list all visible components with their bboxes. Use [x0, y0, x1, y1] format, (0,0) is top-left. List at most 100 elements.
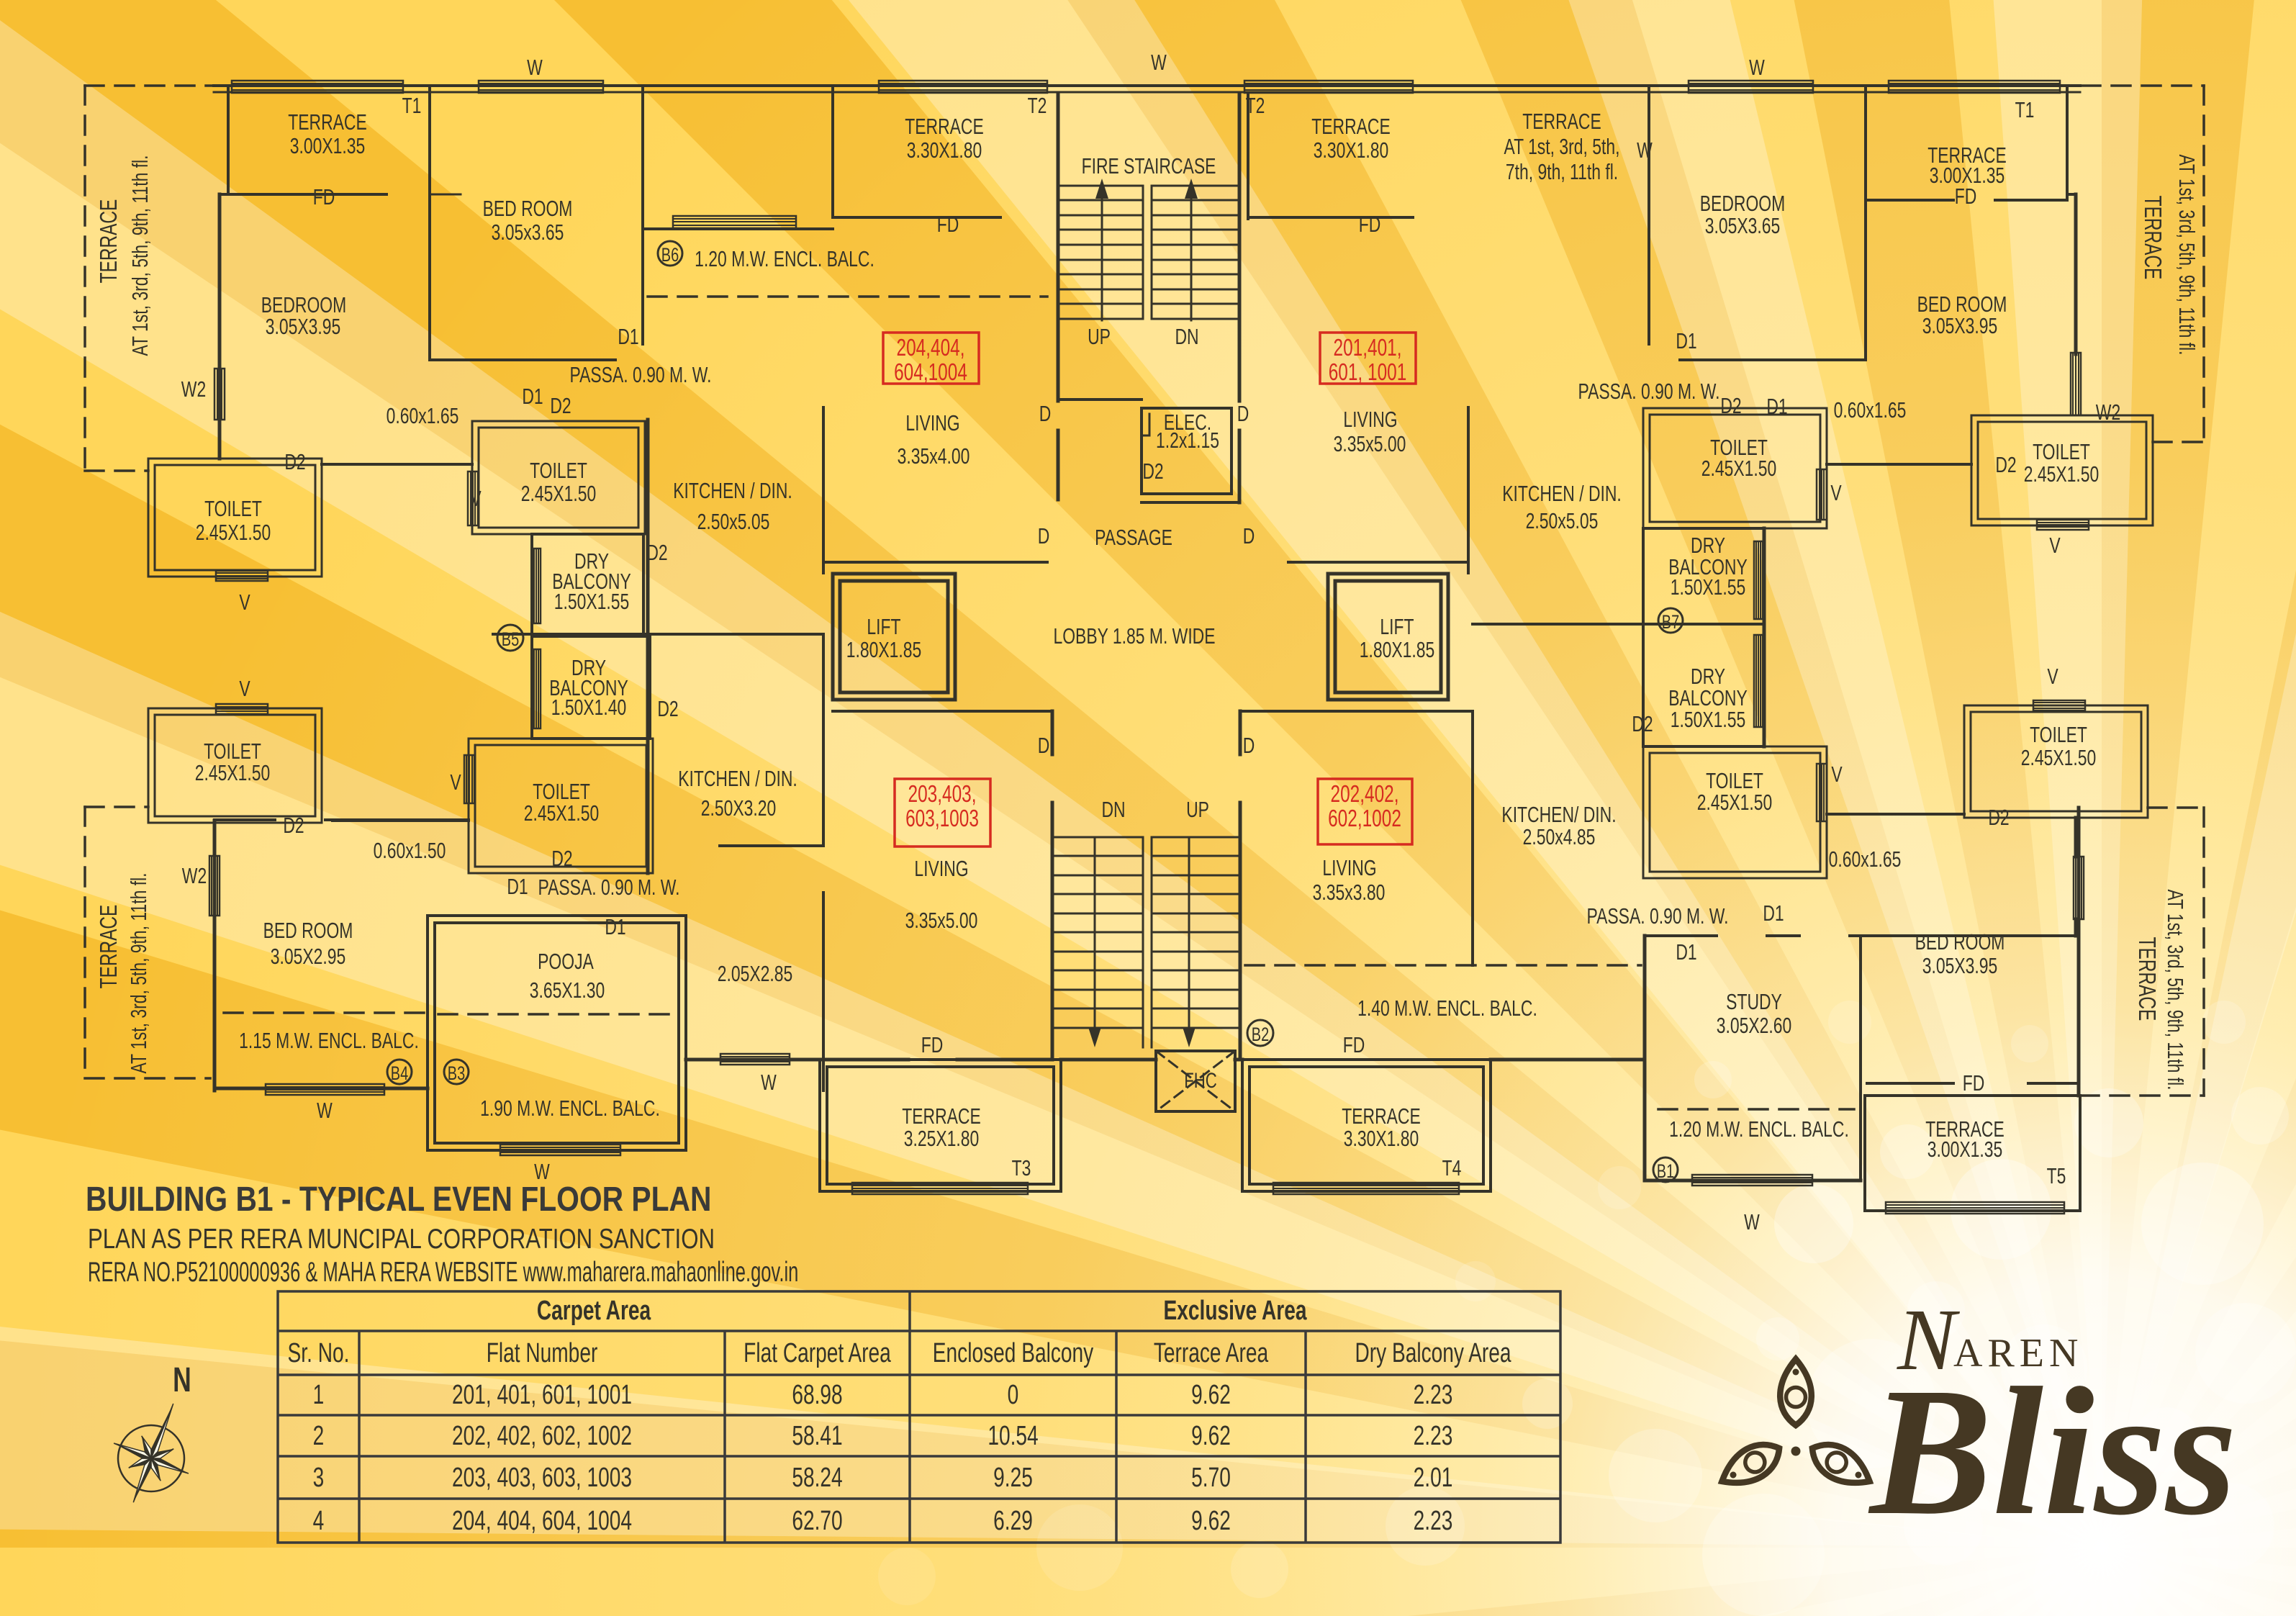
svg-text:AT 1st, 3rd, 5th, 9th, 11th fl: AT 1st, 3rd, 5th, 9th, 11th fl.: [2174, 154, 2200, 355]
svg-text:W: W: [534, 1159, 550, 1184]
svg-text:BALCONY: BALCONY: [1668, 554, 1748, 579]
svg-text:W: W: [1637, 137, 1653, 163]
svg-text:TERRACE: TERRACE: [1522, 109, 1601, 134]
svg-text:1.20 M.W. ENCL. BALC.: 1.20 M.W. ENCL. BALC.: [695, 246, 874, 271]
svg-text:LIVING: LIVING: [905, 410, 959, 435]
svg-text:2.45X1.50: 2.45X1.50: [2021, 745, 2097, 770]
svg-text:D1: D1: [618, 324, 638, 349]
svg-text:D: D: [1243, 733, 1255, 758]
svg-text:1.40 M.W. ENCL. BALC.: 1.40 M.W. ENCL. BALC.: [1357, 996, 1537, 1021]
svg-text:TERRACE: TERRACE: [902, 1103, 981, 1129]
svg-text:LIVING: LIVING: [1343, 407, 1397, 432]
svg-text:2.23: 2.23: [1414, 1506, 1453, 1536]
svg-text:D1: D1: [1676, 939, 1696, 965]
svg-text:9.62: 9.62: [1191, 1421, 1231, 1451]
svg-text:Dry Balcony Area: Dry Balcony Area: [1355, 1338, 1511, 1368]
svg-text:3.25X1.80: 3.25X1.80: [904, 1126, 980, 1151]
svg-text:FD: FD: [1359, 212, 1381, 237]
svg-text:TOILET: TOILET: [2030, 722, 2087, 747]
svg-text:Flat Carpet Area: Flat Carpet Area: [744, 1338, 891, 1368]
svg-text:1: 1: [313, 1380, 325, 1410]
svg-text:2.45X1.50: 2.45X1.50: [2024, 461, 2100, 487]
svg-text:0.60x1.65: 0.60x1.65: [1834, 397, 1907, 423]
svg-text:RERA NO.P52100000936 & MAHA RE: RERA NO.P52100000936 & MAHA RERA WEBSITE…: [88, 1256, 798, 1288]
svg-text:V: V: [239, 676, 250, 701]
svg-text:2: 2: [313, 1421, 325, 1451]
svg-text:T5: T5: [2047, 1163, 2066, 1188]
svg-text:B5: B5: [502, 628, 519, 651]
svg-text:BEDROOM: BEDROOM: [1700, 191, 1785, 216]
svg-text:TERRACE: TERRACE: [2133, 937, 2159, 1021]
svg-text:201, 401, 601, 1001: 201, 401, 601, 1001: [452, 1380, 632, 1410]
svg-text:3.00X1.35: 3.00X1.35: [1930, 163, 2005, 188]
svg-text:FD: FD: [937, 212, 959, 237]
svg-text:DN: DN: [1175, 324, 1198, 349]
svg-text:9.25: 9.25: [993, 1463, 1033, 1493]
svg-text:DRY: DRY: [571, 655, 606, 680]
svg-text:T3: T3: [1012, 1155, 1031, 1181]
svg-text:602,1002: 602,1002: [1328, 806, 1401, 832]
svg-text:D2: D2: [1142, 459, 1163, 484]
svg-text:2.45X1.50: 2.45X1.50: [1697, 790, 1773, 815]
svg-text:Enclosed Balcony: Enclosed Balcony: [933, 1338, 1094, 1368]
svg-text:58.41: 58.41: [792, 1421, 842, 1451]
svg-text:PASSA. 0.90 M. W.: PASSA. 0.90 M. W.: [1586, 903, 1728, 929]
svg-text:TOILET: TOILET: [533, 779, 590, 804]
svg-text:BEDROOM: BEDROOM: [261, 292, 346, 317]
svg-text:BALCONY: BALCONY: [1668, 685, 1748, 710]
svg-text:ELEC.: ELEC.: [1164, 410, 1211, 435]
svg-text:BED ROOM: BED ROOM: [483, 196, 573, 221]
svg-text:AT 1st, 3rd, 5th, 9th, 11th fl: AT 1st, 3rd, 5th, 9th, 11th fl.: [127, 155, 153, 356]
svg-text:BED ROOM: BED ROOM: [1915, 929, 2005, 954]
svg-text:TOILET: TOILET: [530, 458, 587, 483]
svg-text:Sr. No.: Sr. No.: [288, 1338, 350, 1368]
svg-text:B2: B2: [1252, 1024, 1269, 1046]
svg-text:1.20 M.W. ENCL. BALC.: 1.20 M.W. ENCL. BALC.: [1669, 1116, 1849, 1142]
svg-text:68.98: 68.98: [792, 1380, 842, 1410]
svg-text:B7: B7: [1662, 611, 1679, 633]
svg-text:D2: D2: [283, 813, 304, 838]
svg-text:DRY: DRY: [574, 549, 609, 574]
svg-text:BALCONY: BALCONY: [549, 675, 628, 700]
svg-text:1.50X1.55: 1.50X1.55: [1671, 574, 1746, 600]
svg-text:B1: B1: [1657, 1160, 1674, 1183]
svg-text:D1: D1: [605, 914, 625, 939]
svg-text:AREN: AREN: [1953, 1331, 2083, 1376]
svg-text:TERRACE: TERRACE: [1927, 143, 2007, 168]
svg-text:3.35x4.00: 3.35x4.00: [898, 443, 970, 469]
svg-text:T2: T2: [1028, 93, 1047, 118]
svg-text:DRY: DRY: [1691, 533, 1725, 558]
svg-text:2.45X1.50: 2.45X1.50: [196, 520, 271, 545]
svg-text:D1: D1: [522, 384, 543, 409]
svg-text:3.05x3.65: 3.05x3.65: [492, 220, 564, 245]
svg-text:3.05X3.95: 3.05X3.95: [1922, 953, 1998, 978]
svg-text:2.45X1.50: 2.45X1.50: [1701, 456, 1777, 481]
svg-text:TOILET: TOILET: [204, 496, 262, 521]
svg-text:2.01: 2.01: [1414, 1463, 1453, 1493]
svg-text:1.50X1.55: 1.50X1.55: [554, 589, 630, 614]
svg-text:203, 403, 603, 1003: 203, 403, 603, 1003: [452, 1463, 632, 1493]
svg-text:AT 1st, 3rd, 5th, 9th, 11th fl: AT 1st, 3rd, 5th, 9th, 11th fl.: [2163, 889, 2188, 1090]
svg-text:W2: W2: [181, 376, 206, 402]
svg-text:BED ROOM: BED ROOM: [263, 918, 353, 943]
svg-text:TERRACE: TERRACE: [905, 114, 984, 139]
svg-text:2.50x5.05: 2.50x5.05: [697, 509, 770, 534]
svg-text:W: W: [761, 1070, 777, 1095]
svg-text:LIVING: LIVING: [1322, 855, 1376, 880]
svg-text:LIFT: LIFT: [1380, 614, 1414, 639]
svg-text:3.65X1.30: 3.65X1.30: [530, 978, 605, 1003]
svg-text:D: D: [1038, 733, 1050, 758]
svg-text:203,403,: 203,403,: [908, 782, 976, 808]
svg-text:Exclusive Area: Exclusive Area: [1164, 1296, 1307, 1326]
svg-text:0.60x1.65: 0.60x1.65: [1829, 847, 1902, 872]
svg-text:D: D: [1237, 401, 1249, 426]
svg-text:2.45X1.50: 2.45X1.50: [195, 760, 271, 785]
svg-text:9.62: 9.62: [1191, 1380, 1231, 1410]
svg-text:202, 402, 602, 1002: 202, 402, 602, 1002: [452, 1421, 632, 1451]
svg-text:2.50X3.20: 2.50X3.20: [701, 795, 777, 821]
svg-text:PASSA. 0.90 M. W.: PASSA. 0.90 M. W.: [569, 362, 711, 387]
svg-text:B4: B4: [391, 1062, 408, 1085]
svg-text:2.50x4.85: 2.50x4.85: [1523, 824, 1596, 849]
svg-text:LIVING: LIVING: [914, 856, 968, 881]
svg-text:FD: FD: [313, 184, 335, 209]
